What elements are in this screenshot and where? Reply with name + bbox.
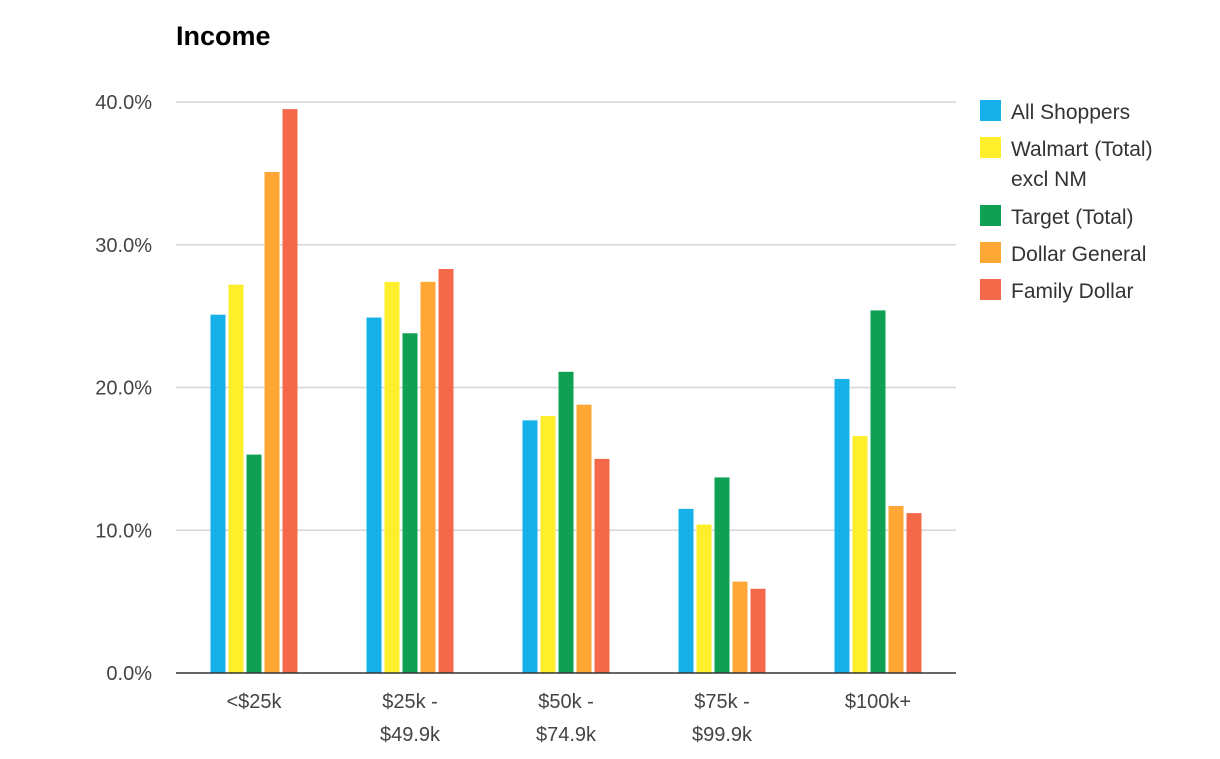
x-tick-label: $74.9k (536, 724, 597, 746)
bar (246, 454, 262, 673)
legend-label: All Shoppers (1011, 101, 1130, 124)
x-tick-label: <$25k (226, 691, 282, 713)
y-axis-ticks: 0.0% 10.0% 20.0% 30.0% 40.0% (95, 92, 152, 685)
bar (696, 524, 712, 673)
x-tick-label: $25k - (382, 691, 438, 713)
x-tick-label: $49.9k (380, 724, 441, 746)
bar (282, 109, 298, 673)
legend-label: Dollar General (1011, 243, 1146, 266)
bar (264, 171, 280, 673)
bar (750, 588, 766, 673)
bars (210, 109, 922, 673)
bar (906, 513, 922, 673)
bar (852, 436, 868, 673)
bar (540, 416, 556, 673)
y-tick-label: 10.0% (95, 520, 152, 542)
x-axis-ticks: <$25k $25k - $49.9k $50k - $74.9k $75k - $99.9… (226, 691, 911, 746)
x-tick-label: $50k - (538, 691, 594, 713)
legend-swatch (980, 100, 1001, 121)
bar (366, 317, 382, 673)
bar (834, 378, 850, 673)
bar (714, 477, 730, 673)
y-tick-label: 30.0% (95, 235, 152, 257)
bar (522, 420, 538, 673)
bar (228, 284, 244, 673)
bar (732, 581, 748, 673)
legend-label: excl NM (1011, 168, 1087, 191)
x-tick-label: $99.9k (692, 724, 753, 746)
y-tick-label: 20.0% (95, 378, 152, 400)
bar (678, 508, 694, 673)
bar (558, 371, 574, 673)
bar (576, 404, 592, 673)
legend-label: Target (Total) (1011, 206, 1134, 229)
bar (438, 269, 454, 673)
legend-swatch (980, 137, 1001, 158)
bar (210, 314, 226, 673)
chart-title: Income (176, 21, 271, 51)
bar (402, 333, 418, 673)
legend-label: Family Dollar (1011, 280, 1134, 303)
bar (870, 310, 886, 673)
y-tick-label: 0.0% (106, 663, 152, 685)
bar (594, 458, 610, 673)
x-tick-label: $75k - (694, 691, 750, 713)
x-tick-label: $100k+ (845, 691, 911, 713)
legend-swatch (980, 205, 1001, 226)
bar (384, 281, 400, 673)
legend-swatch (980, 242, 1001, 263)
bar (888, 505, 904, 673)
y-tick-label: 40.0% (95, 92, 152, 114)
legend-swatch (980, 279, 1001, 300)
legend: All Shoppers Walmart (Total) excl NM Target… (980, 100, 1153, 303)
legend-label: Walmart (Total) (1011, 138, 1153, 161)
bar (420, 281, 436, 673)
